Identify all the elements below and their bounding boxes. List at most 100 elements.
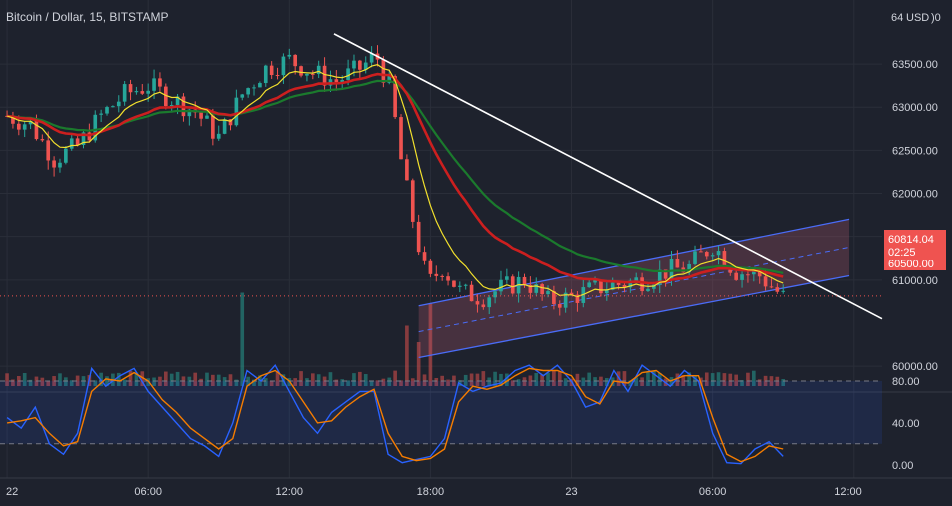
- trendline[interactable]: [333, 33, 883, 320]
- candle[interactable]: [64, 146, 68, 165]
- candle[interactable]: [704, 250, 709, 260]
- candle[interactable]: [52, 156, 56, 177]
- candle[interactable]: [634, 272, 639, 282]
- candle[interactable]: [505, 268, 509, 284]
- candle[interactable]: [69, 134, 74, 151]
- candle[interactable]: [122, 80, 127, 106]
- candle[interactable]: [263, 64, 268, 87]
- candle[interactable]: [46, 131, 51, 170]
- candle[interactable]: [775, 283, 780, 294]
- candle[interactable]: [475, 294, 480, 313]
- time-axis[interactable]: 22 06:00 12:00 18:00 23 06:00 12:00: [6, 486, 862, 498]
- candle[interactable]: [599, 279, 603, 297]
- candle[interactable]: [99, 109, 103, 123]
- candle[interactable]: [493, 289, 497, 304]
- stoch-d-line[interactable]: [6, 367, 784, 463]
- candle[interactable]: [657, 260, 662, 294]
- candle[interactable]: [334, 70, 339, 91]
- candle[interactable]: [363, 56, 368, 74]
- candle[interactable]: [452, 280, 456, 288]
- candle[interactable]: [457, 281, 462, 293]
- candle[interactable]: [128, 79, 133, 101]
- candle[interactable]: [716, 246, 721, 265]
- candle[interactable]: [305, 73, 309, 82]
- candle[interactable]: [140, 84, 145, 95]
- candle[interactable]: [428, 259, 433, 278]
- candle[interactable]: [781, 284, 786, 294]
- candle[interactable]: [552, 285, 556, 310]
- candle[interactable]: [252, 84, 256, 96]
- candle[interactable]: [246, 87, 250, 98]
- candle[interactable]: [163, 83, 168, 110]
- candle[interactable]: [487, 295, 492, 315]
- candle[interactable]: [111, 105, 115, 108]
- candle[interactable]: [258, 81, 262, 88]
- candle[interactable]: [463, 283, 468, 290]
- candle[interactable]: [75, 135, 80, 147]
- candle[interactable]: [316, 60, 321, 79]
- candle[interactable]: [11, 111, 15, 129]
- candle[interactable]: [699, 244, 703, 253]
- candle[interactable]: [275, 67, 280, 80]
- candle[interactable]: [422, 246, 427, 265]
- candle[interactable]: [740, 271, 744, 288]
- candle[interactable]: [240, 93, 245, 101]
- stoch-k-line[interactable]: [6, 363, 784, 465]
- candle[interactable]: [546, 285, 550, 298]
- trendline-line[interactable]: [333, 33, 883, 320]
- stochastic-pane[interactable]: 80.00 40.00 0.00: [0, 363, 920, 472]
- candle[interactable]: [81, 129, 86, 149]
- candle[interactable]: [399, 114, 403, 160]
- candle[interactable]: [234, 89, 239, 127]
- candle[interactable]: [405, 154, 409, 181]
- candle[interactable]: [710, 252, 715, 262]
- candle[interactable]: [693, 245, 697, 266]
- candle[interactable]: [299, 65, 303, 78]
- candle[interactable]: [675, 250, 680, 268]
- candle[interactable]: [510, 274, 515, 295]
- candle[interactable]: [575, 291, 580, 312]
- candle[interactable]: [199, 111, 203, 127]
- candle[interactable]: [769, 278, 774, 289]
- candle[interactable]: [287, 48, 292, 60]
- candle[interactable]: [40, 134, 45, 143]
- candle[interactable]: [563, 287, 568, 313]
- candle[interactable]: [211, 108, 215, 146]
- candle[interactable]: [310, 70, 315, 80]
- candle[interactable]: [499, 270, 503, 295]
- candle[interactable]: [116, 95, 121, 113]
- candle[interactable]: [158, 72, 162, 92]
- candle[interactable]: [269, 61, 274, 79]
- symbol-title[interactable]: Bitcoin / Dollar, 15, BITSTAMP: [6, 10, 169, 24]
- candle[interactable]: [646, 282, 650, 292]
- candle[interactable]: [481, 299, 486, 310]
- candle[interactable]: [469, 281, 474, 302]
- candle[interactable]: [440, 274, 444, 281]
- candle[interactable]: [22, 121, 27, 138]
- candle[interactable]: [369, 46, 374, 68]
- candle[interactable]: [416, 214, 421, 256]
- candle[interactable]: [410, 178, 415, 229]
- candle[interactable]: [687, 260, 691, 276]
- candle[interactable]: [557, 300, 562, 316]
- candle[interactable]: [528, 276, 533, 299]
- candlestick-series[interactable]: [5, 45, 786, 316]
- candle[interactable]: [93, 110, 98, 143]
- volume-bar: [369, 380, 374, 386]
- candle[interactable]: [216, 125, 221, 141]
- candle[interactable]: [604, 280, 609, 301]
- candle[interactable]: [105, 105, 109, 116]
- candle[interactable]: [734, 269, 738, 281]
- candle[interactable]: [58, 158, 62, 173]
- candle[interactable]: [446, 272, 450, 286]
- candle[interactable]: [134, 86, 139, 95]
- candle[interactable]: [640, 272, 644, 296]
- candle[interactable]: [763, 270, 768, 291]
- candle[interactable]: [540, 282, 544, 301]
- candle[interactable]: [358, 59, 362, 79]
- candle[interactable]: [434, 265, 439, 282]
- candle[interactable]: [205, 113, 209, 119]
- candle[interactable]: [522, 273, 527, 288]
- channel-upper-line[interactable]: [418, 218, 850, 307]
